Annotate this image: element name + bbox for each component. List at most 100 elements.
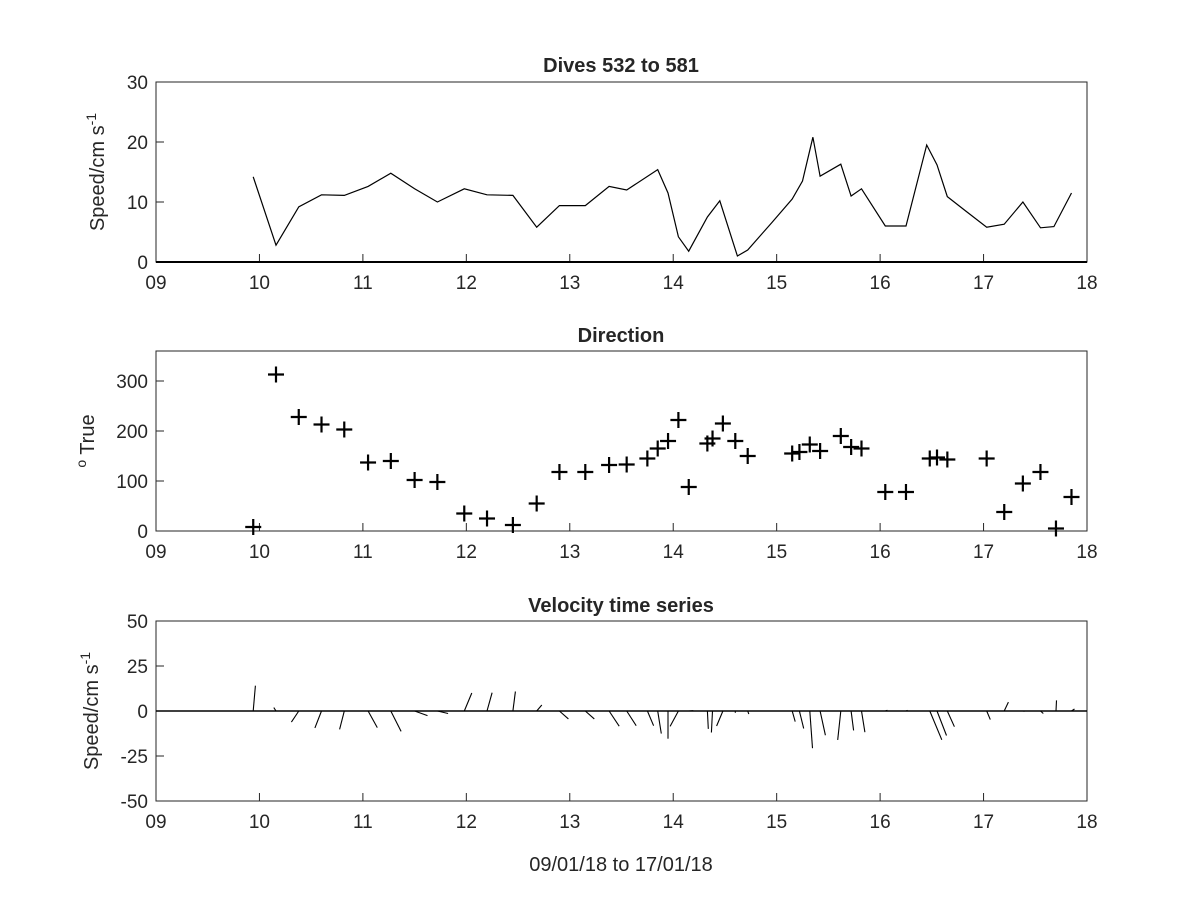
- direction-x-tick-label: 18: [1076, 542, 1097, 563]
- velocity-y-axis-label: Speed/cm s-1: [77, 652, 103, 770]
- speed-line: [252, 137, 1073, 257]
- direction-point: [877, 484, 894, 500]
- velocity-y-tick-label: 0: [137, 702, 148, 723]
- velocity-stick: [290, 710, 300, 723]
- velocity-x-tick-label: 09: [145, 812, 166, 833]
- direction-x-tick-label: 16: [870, 542, 891, 563]
- direction-x-tick-label: 11: [353, 542, 373, 563]
- velocity-y-axis-label-text: Speed/cm s: [81, 664, 103, 770]
- speed-x-tick-label: 14: [663, 273, 685, 294]
- velocity-x-tick-label: 11: [353, 812, 373, 833]
- velocity-stick: [716, 710, 724, 727]
- direction-point: [1014, 475, 1031, 492]
- velocity-stick: [608, 710, 620, 727]
- speed-y-tick-label: 0: [137, 253, 148, 274]
- speed-x-tick-label: 16: [870, 273, 891, 294]
- direction-y-tick-label: 200: [116, 422, 148, 443]
- direction-series: [245, 366, 1080, 537]
- velocity-stick: [584, 710, 595, 720]
- velocity-stick: [1040, 710, 1044, 714]
- velocity-stick: [936, 710, 948, 736]
- velocity-stick: [559, 710, 569, 720]
- velocity-x-axis-label: 09/01/18 to 17/01/18: [529, 854, 713, 876]
- velocity-x-ticks: 09 10 11 12 13 14 15 16 17 18: [145, 793, 1098, 833]
- direction-y-tick-label: 0: [137, 522, 148, 543]
- speed-y-axis-label: Speed/cm s-1: [83, 113, 109, 231]
- direction-point: [939, 451, 956, 468]
- velocity-y-tick-label: 25: [127, 657, 148, 678]
- velocity-stick: [747, 710, 750, 715]
- velocity-stick: [850, 710, 855, 731]
- velocity-stick: [626, 710, 637, 726]
- velocity-x-tick-label: 16: [870, 812, 891, 833]
- velocity-panel: Velocity time series 09 10 11 12 13 14 15 16 17 1…: [77, 595, 1098, 876]
- velocity-stick: [860, 710, 866, 733]
- velocity-x-tick-label: 12: [456, 812, 477, 833]
- direction-point: [429, 474, 446, 490]
- direction-point: [504, 517, 521, 533]
- direction-point: [360, 454, 377, 471]
- direction-point: [784, 445, 801, 462]
- direction-x-tick-label: 10: [249, 542, 270, 563]
- velocity-stick: [252, 685, 256, 712]
- velocity-y-tick-label: -50: [121, 792, 148, 813]
- direction-point: [812, 443, 829, 459]
- direction-point: [996, 504, 1013, 520]
- velocity-stick: [463, 692, 473, 712]
- direction-point: [577, 464, 594, 480]
- speed-x-tick-label: 09: [145, 273, 166, 294]
- direction-point: [456, 505, 473, 522]
- direction-panel: Direction 09 10 11 12 13 14 15 16 17 18 0 100 200 30…: [73, 325, 1098, 563]
- speed-x-tick-label: 12: [456, 273, 477, 294]
- direction-x-tick-label: 09: [145, 542, 166, 563]
- velocity-stick: [791, 710, 796, 722]
- direction-point: [897, 484, 914, 500]
- direction-x-tick-label: 12: [456, 542, 477, 563]
- direction-point: [639, 450, 656, 467]
- direction-point: [670, 412, 687, 428]
- speed-x-tick-label: 13: [559, 273, 580, 294]
- direction-point: [551, 464, 568, 480]
- direction-point: [680, 479, 697, 495]
- velocity-series: [156, 685, 1087, 749]
- direction-point: [727, 433, 744, 449]
- velocity-y-axis-label-sup: -1: [77, 652, 93, 665]
- direction-point: [618, 456, 635, 473]
- velocity-stick: [798, 710, 805, 729]
- direction-point: [1063, 489, 1080, 505]
- direction-point: [267, 366, 284, 383]
- velocity-stick: [1055, 700, 1058, 712]
- speed-y-tick-label: 10: [127, 193, 148, 214]
- speed-axes-box: [155, 81, 1088, 263]
- direction-point: [245, 519, 262, 535]
- velocity-stick: [819, 710, 826, 736]
- direction-point: [382, 453, 399, 469]
- direction-point: [406, 472, 423, 488]
- speed-x-ticks: 09 10 11 12 13 14 15 16 17 18: [145, 254, 1098, 294]
- velocity-y-ticks: -50 -25 0 25 50: [121, 612, 164, 813]
- velocity-x-tick-label: 14: [663, 812, 685, 833]
- velocity-stick: [706, 710, 709, 729]
- direction-x-tick-label: 13: [559, 542, 580, 563]
- direction-x-tick-label: 14: [663, 542, 685, 563]
- velocity-stick: [946, 710, 955, 727]
- velocity-stick: [314, 710, 323, 729]
- direction-x-ticks: 09 10 11 12 13 14 15 16 17 18: [145, 523, 1098, 563]
- velocity-stick: [273, 707, 277, 712]
- velocity-panel-title: Velocity time series: [528, 595, 714, 617]
- direction-point: [714, 415, 731, 432]
- direction-point: [843, 439, 860, 455]
- velocity-stick: [339, 710, 345, 730]
- velocity-x-tick-label: 15: [766, 812, 787, 833]
- speed-y-axis-label-sup: -1: [83, 113, 99, 126]
- velocity-stick: [986, 710, 991, 720]
- velocity-stick: [809, 710, 814, 749]
- velocity-stick: [367, 710, 378, 728]
- direction-panel-title: Direction: [578, 325, 665, 347]
- direction-point: [978, 450, 995, 467]
- direction-point: [739, 448, 756, 464]
- velocity-stick: [905, 709, 908, 712]
- speed-y-ticks: 0 10 20 30: [127, 73, 164, 274]
- velocity-stick: [669, 710, 679, 727]
